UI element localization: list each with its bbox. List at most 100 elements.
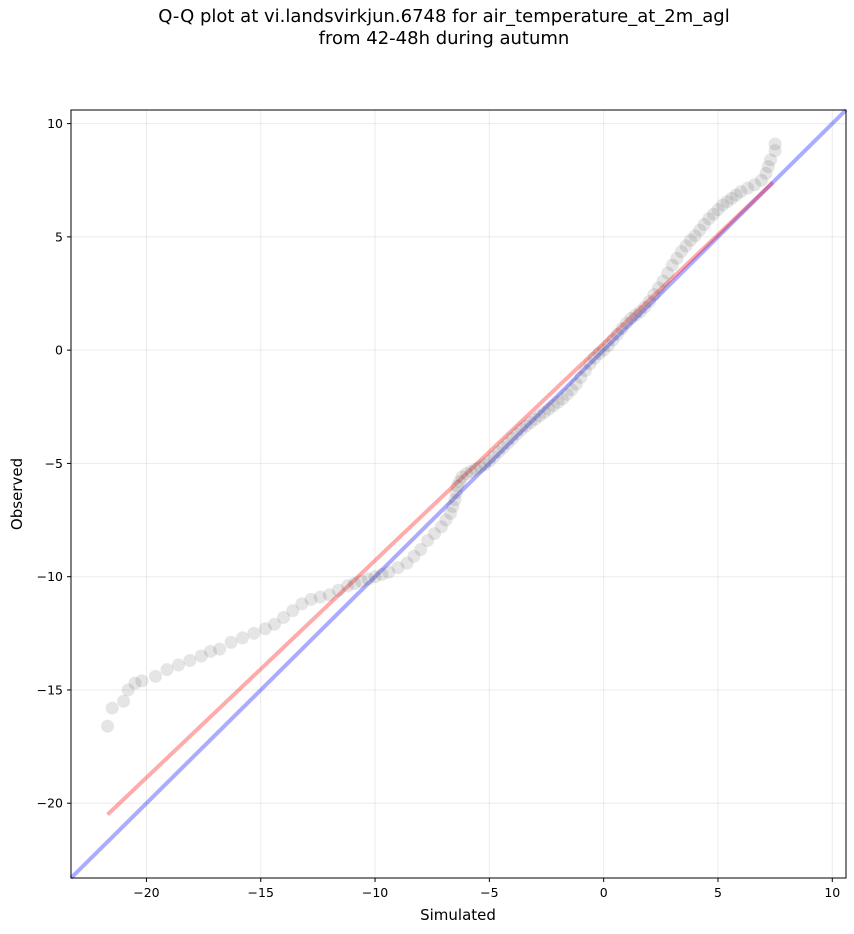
quantile-point — [711, 203, 725, 217]
x-tick-label: −5 — [480, 885, 498, 900]
quantile-point — [446, 499, 460, 513]
quantile-point — [487, 450, 501, 464]
x-tick-label: −15 — [248, 885, 274, 900]
y-axis-ticks: −20 −15 −10 −5 0 5 10 — [37, 116, 71, 811]
quantile-point — [375, 567, 389, 581]
quantile-point — [551, 395, 565, 409]
quantile-point — [434, 520, 448, 534]
quantile-point — [469, 462, 483, 476]
quantile-point — [754, 173, 768, 187]
quantile-point — [427, 527, 441, 541]
quantile-point — [688, 229, 702, 243]
y-axis-label: Observed — [8, 458, 26, 530]
quantile-point — [578, 364, 592, 378]
quantile-point — [341, 579, 355, 593]
quantile-point — [665, 258, 679, 272]
quantile-point — [304, 592, 318, 606]
quantile-point — [473, 460, 487, 474]
chart-title: Q-Q plot at vi.landsvirkjun.6748 for air… — [0, 6, 854, 50]
quantile-point — [171, 658, 185, 672]
quantile-point — [597, 343, 611, 357]
quantile-point — [183, 654, 197, 668]
quantile-point — [482, 454, 496, 468]
quantile-point — [105, 701, 119, 715]
quantile-point — [684, 233, 698, 247]
quantile-point — [460, 467, 474, 481]
quantile-point — [368, 570, 382, 584]
x-tick-label: −20 — [133, 885, 159, 900]
quantile-point — [601, 339, 615, 353]
quantile-point — [583, 357, 597, 371]
quantile-point — [720, 195, 734, 209]
x-tick-label: 10 — [824, 885, 840, 900]
plot-area-frame — [70, 109, 847, 879]
quantile-point — [267, 617, 281, 631]
x-tick-label: 5 — [714, 885, 722, 900]
quantile-point — [455, 470, 469, 484]
quantile-point — [633, 305, 647, 319]
quantile-point — [748, 178, 762, 192]
quantile-point — [546, 399, 560, 413]
quantile-point — [615, 322, 629, 336]
quantile-point — [768, 137, 782, 151]
quantile-point — [734, 185, 748, 199]
quantile-point — [347, 576, 361, 590]
quantile-point — [514, 422, 528, 436]
quantile-point — [725, 191, 739, 205]
quantile-point — [670, 251, 684, 265]
quantile-point — [354, 574, 368, 588]
quantile-point — [702, 212, 716, 226]
quantile-point — [286, 604, 300, 618]
quantile-point — [322, 588, 336, 602]
quantile-point — [741, 181, 755, 195]
quantile-point — [382, 565, 396, 579]
quantile-point — [448, 493, 462, 507]
quantile-point — [620, 316, 634, 330]
quantile-point — [729, 188, 743, 202]
quantile-point — [706, 207, 720, 221]
quantile-point — [574, 370, 588, 384]
quantile-point — [661, 266, 675, 280]
quantile-point — [391, 561, 405, 575]
y-tick-label: −10 — [37, 569, 63, 584]
quantile-point — [101, 719, 115, 733]
reference-lines — [69, 108, 848, 880]
quantile-point — [439, 513, 453, 527]
quantile-point — [697, 217, 711, 231]
quantile-point — [414, 543, 428, 557]
quantile-point — [501, 436, 515, 450]
quantile-point — [674, 245, 688, 259]
quantile-point — [453, 475, 467, 489]
quantile-point — [313, 590, 327, 604]
quantile-point — [524, 416, 538, 430]
quantile-point — [533, 409, 547, 423]
quantile-point — [450, 479, 464, 493]
quantile-point — [135, 674, 149, 688]
quantile-point — [642, 294, 656, 308]
quantile-point — [247, 626, 261, 640]
quantile-points — [101, 137, 782, 733]
x-tick-label: −10 — [362, 885, 388, 900]
quantile-point — [295, 597, 309, 611]
quantile-point — [505, 431, 519, 445]
quantile-point — [556, 392, 570, 406]
quantile-point — [213, 642, 227, 656]
quantile-point — [128, 676, 142, 690]
quantile-point — [624, 311, 638, 325]
quantile-point — [407, 549, 421, 563]
quantile-point — [519, 419, 533, 433]
quantile-point — [606, 333, 620, 347]
quantile-point — [449, 486, 463, 500]
quantile-point — [693, 223, 707, 237]
quantile-point — [560, 387, 574, 401]
quantile-point — [331, 583, 345, 597]
chart-title-line1: Q-Q plot at vi.landsvirkjun.6748 for air… — [158, 6, 730, 27]
quantile-point — [443, 506, 457, 520]
quantile-point — [716, 198, 730, 212]
quantile-point — [764, 153, 778, 167]
quantile-point — [400, 556, 414, 570]
x-axis-ticks: −20 −15 −10 −5 0 5 10 — [133, 878, 840, 900]
quantile-point — [117, 694, 131, 708]
quantile-point — [569, 377, 583, 391]
quantile-point — [224, 635, 238, 649]
